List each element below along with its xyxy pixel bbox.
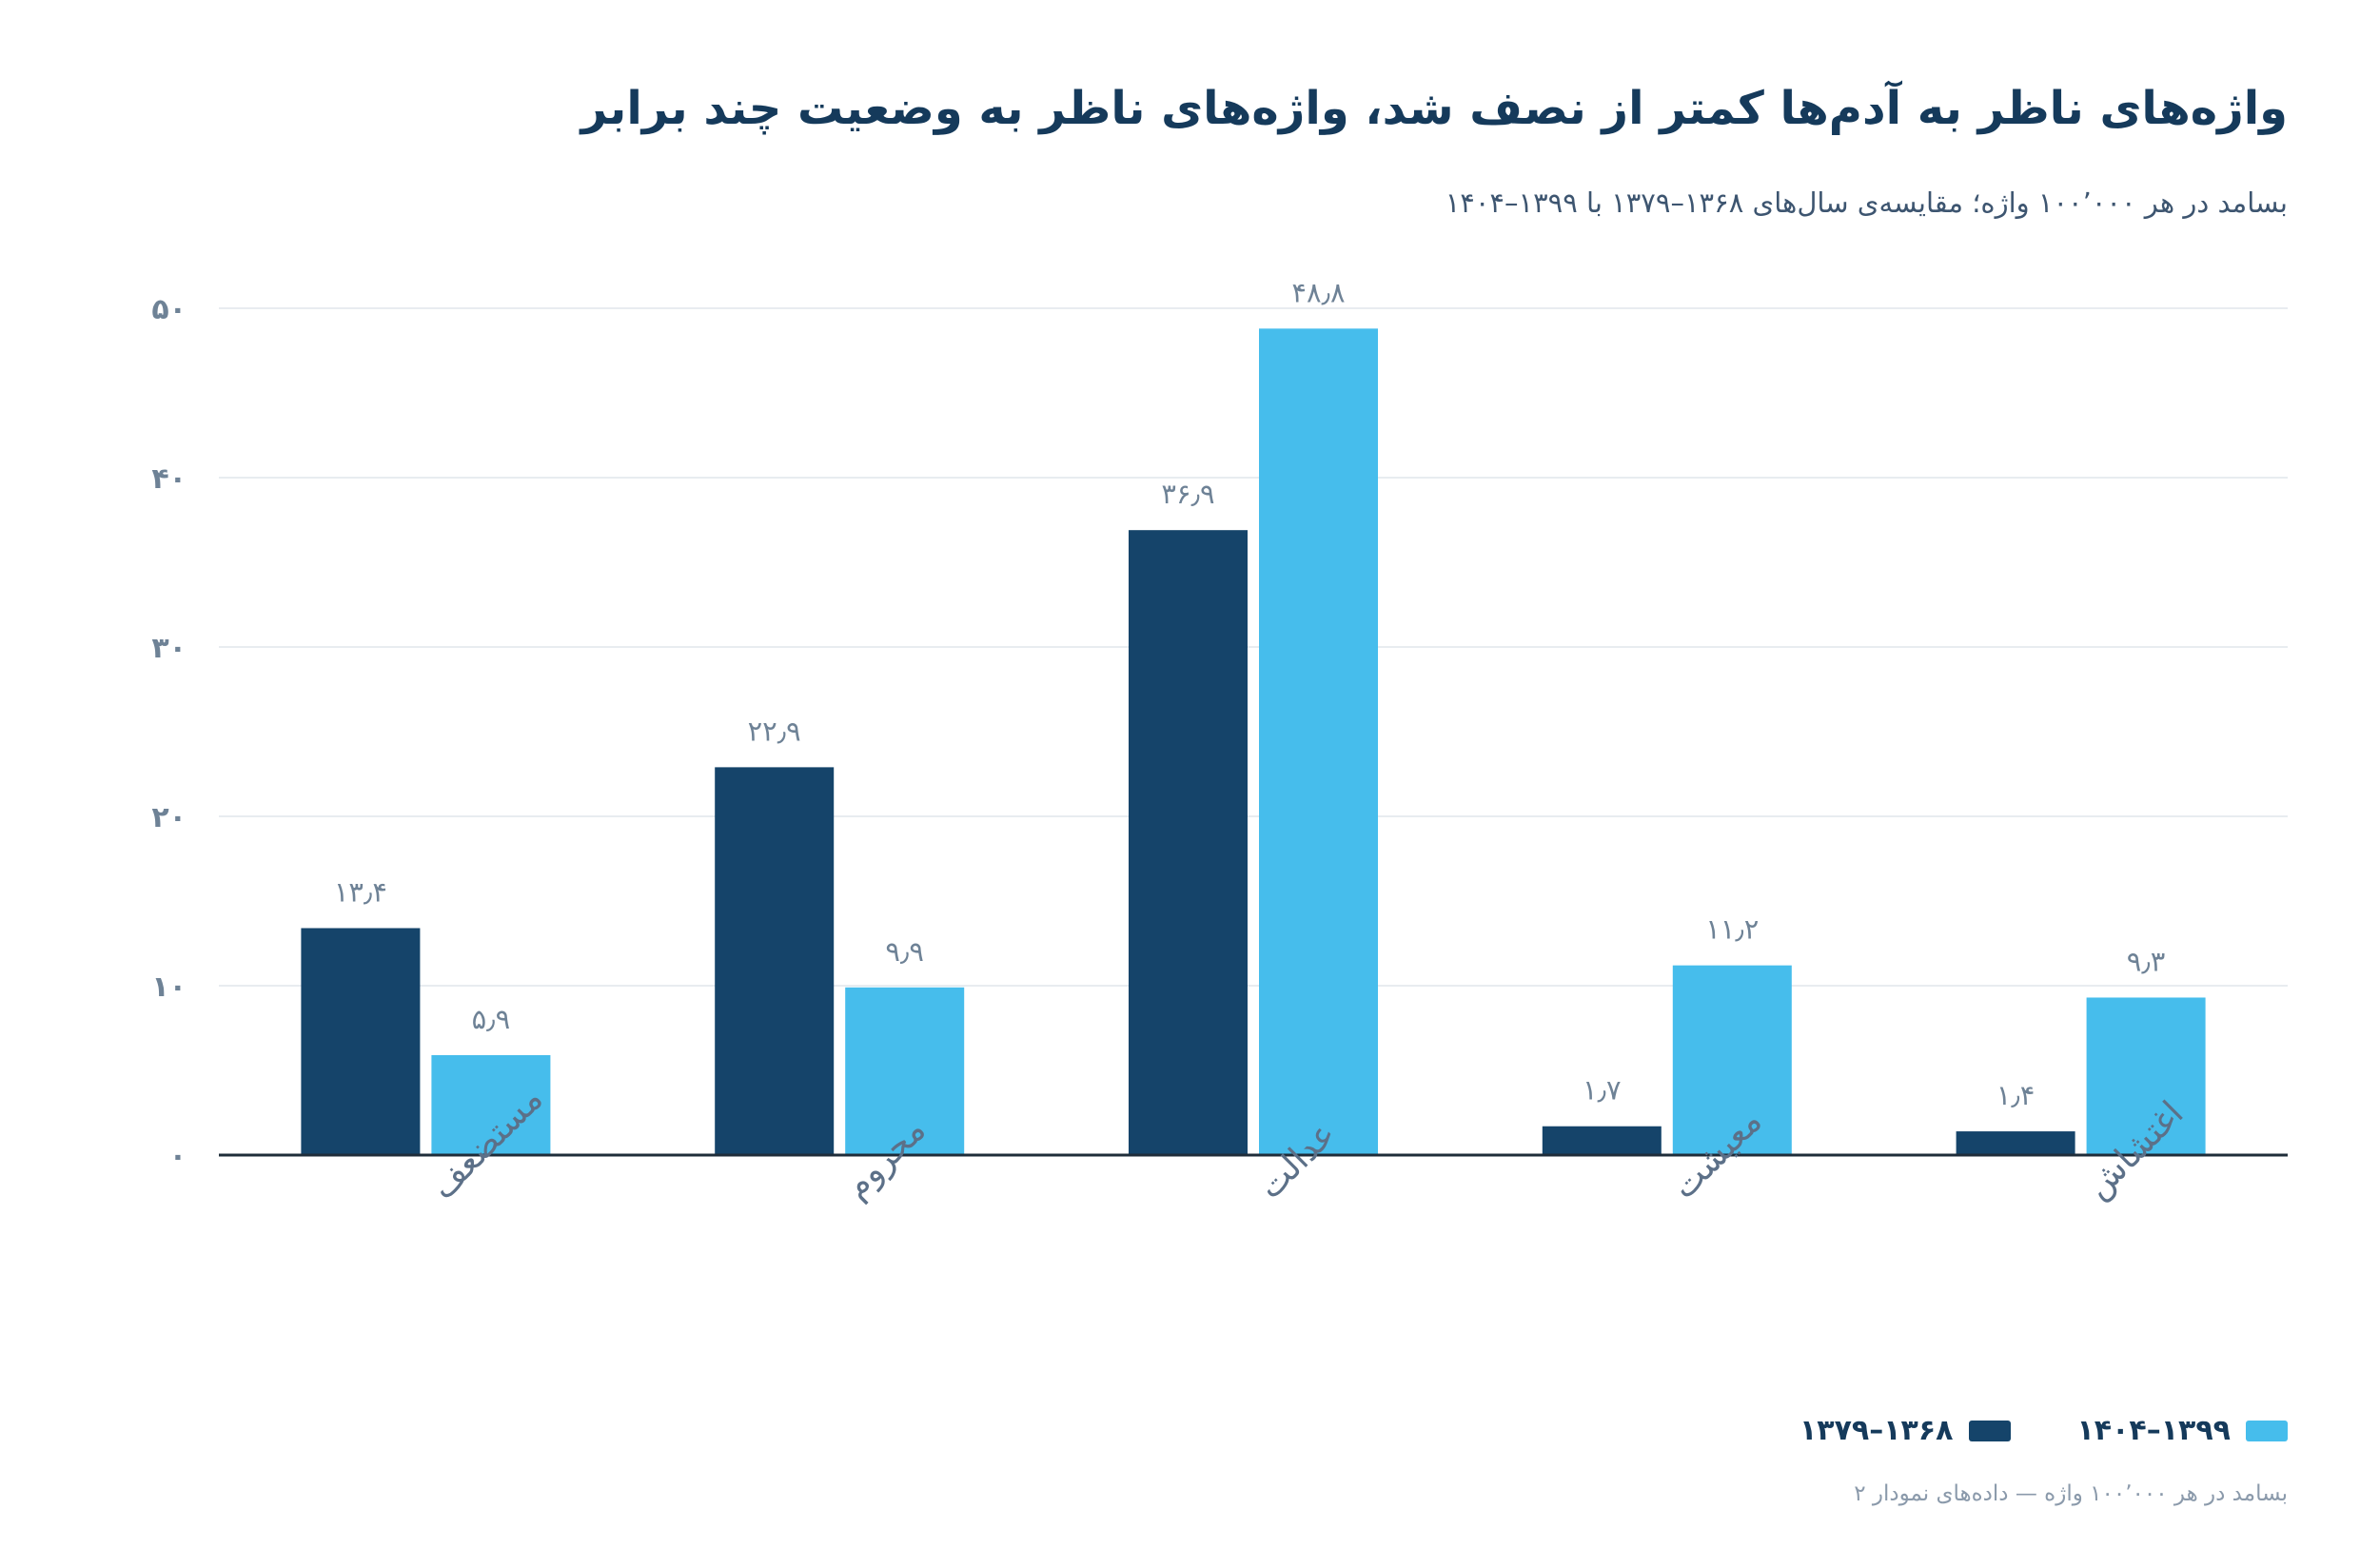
y-tick-label: ۵۰ (151, 293, 187, 326)
chart-title: واژه‌های ناظر به آدم‌ها کمتر از نصف شد، … (580, 82, 2288, 135)
bars (301, 328, 2206, 1155)
value-label: ۴۸٫۸ (1291, 276, 1345, 308)
value-label: ۱۱٫۲ (1705, 913, 1759, 946)
y-tick-label: ۳۰ (151, 632, 187, 665)
legend-swatch-dark (1968, 1420, 2011, 1441)
bar-early-period (1956, 1131, 2075, 1155)
bar-recent-period (845, 987, 965, 1155)
bar-recent-period (2086, 997, 2206, 1155)
value-labels: ۱۳٫۴ ۵٫۹ ۲۲٫۹ ۹٫۹ ۳۶٫۹ ۴۸٫۸ ۱٫۷ ۱۱٫۲ ۱٫۴ ۹٫۳ (334, 276, 2166, 1111)
legend-label-recent: ۱۳۹۹–۱۴۰۴ (2076, 1414, 2232, 1447)
value-label: ۲۲٫۹ (748, 715, 801, 747)
value-label: ۹٫۳ (2127, 945, 2166, 977)
legend-label-early: ۱۳۶۸–۱۳۷۹ (1800, 1414, 1954, 1447)
bar-recent-period (1672, 965, 1792, 1155)
y-axis-ticks: ۰ ۱۰ ۲۰ ۳۰ ۴۰ ۵۰ (151, 293, 187, 1173)
bar-early-period (301, 928, 421, 1155)
value-label: ۹٫۹ (885, 935, 924, 968)
y-tick-label: ۲۰ (151, 801, 187, 834)
source-note: بسامد در هر ۱۰۰٬۰۰۰ واژه — داده‌های نمود… (1854, 1481, 2288, 1506)
value-label: ۱٫۷ (1583, 1074, 1622, 1107)
value-label: ۵٫۹ (472, 1003, 511, 1035)
bar-recent-period (431, 1054, 551, 1155)
bar-early-period (1129, 530, 1248, 1155)
chart-subtitle: بسامد در هر ۱۰۰٬۰۰۰ واژه؛ مقایسه‌ی سال‌ه… (1445, 186, 2288, 219)
value-label: ۱٫۴ (1996, 1079, 2036, 1111)
legend: ۱۳۹۹–۱۴۰۴ ۱۳۶۸–۱۳۷۹ (1800, 1414, 2288, 1447)
legend-item-early: ۱۳۶۸–۱۳۷۹ (1800, 1414, 2011, 1447)
y-tick-label: ۰ (169, 1140, 187, 1173)
y-tick-label: ۱۰ (151, 970, 187, 1004)
legend-swatch-light (2246, 1420, 2288, 1441)
y-tick-label: ۴۰ (151, 462, 187, 496)
gridlines (219, 307, 2288, 987)
legend-item-recent: ۱۳۹۹–۱۴۰۴ (2076, 1414, 2288, 1447)
value-label: ۱۳٫۴ (334, 875, 387, 908)
value-label: ۳۶٫۹ (1161, 478, 1214, 510)
bar-early-period (715, 767, 835, 1155)
bar-early-period (1542, 1126, 1662, 1155)
bar-recent-period (1259, 328, 1378, 1155)
